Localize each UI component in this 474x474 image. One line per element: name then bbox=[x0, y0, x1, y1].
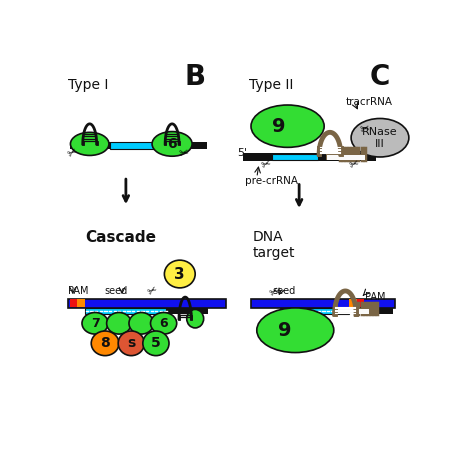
Text: Cascade: Cascade bbox=[85, 230, 156, 245]
Ellipse shape bbox=[71, 132, 109, 155]
Text: pre-crRNA: pre-crRNA bbox=[245, 176, 298, 186]
Ellipse shape bbox=[151, 312, 177, 334]
Text: PAM: PAM bbox=[365, 292, 385, 302]
Text: ✂: ✂ bbox=[178, 147, 189, 159]
FancyBboxPatch shape bbox=[349, 300, 357, 307]
FancyBboxPatch shape bbox=[110, 142, 168, 148]
Text: s: s bbox=[127, 337, 136, 350]
Ellipse shape bbox=[129, 312, 154, 334]
FancyBboxPatch shape bbox=[85, 308, 166, 314]
Ellipse shape bbox=[251, 105, 324, 147]
FancyBboxPatch shape bbox=[272, 154, 319, 160]
Ellipse shape bbox=[187, 310, 204, 328]
Text: 5: 5 bbox=[151, 337, 161, 350]
Text: C: C bbox=[370, 63, 390, 91]
FancyBboxPatch shape bbox=[77, 300, 85, 307]
Ellipse shape bbox=[351, 118, 409, 157]
FancyBboxPatch shape bbox=[337, 308, 368, 314]
Text: Type I: Type I bbox=[68, 78, 109, 92]
FancyBboxPatch shape bbox=[70, 142, 207, 149]
Ellipse shape bbox=[107, 312, 131, 334]
FancyBboxPatch shape bbox=[364, 308, 393, 314]
FancyBboxPatch shape bbox=[357, 300, 364, 307]
Ellipse shape bbox=[91, 331, 119, 356]
Text: 7: 7 bbox=[91, 317, 100, 330]
Ellipse shape bbox=[143, 331, 169, 356]
Text: 9: 9 bbox=[278, 321, 291, 340]
Text: B: B bbox=[184, 63, 206, 91]
Text: 8: 8 bbox=[100, 337, 110, 350]
FancyBboxPatch shape bbox=[70, 300, 77, 307]
Text: 3: 3 bbox=[174, 266, 185, 282]
FancyBboxPatch shape bbox=[280, 308, 349, 314]
Ellipse shape bbox=[152, 132, 192, 156]
FancyBboxPatch shape bbox=[326, 154, 365, 160]
Text: tracrRNA: tracrRNA bbox=[346, 97, 392, 107]
Text: ✂: ✂ bbox=[66, 146, 79, 160]
Text: ✂: ✂ bbox=[146, 284, 159, 298]
FancyBboxPatch shape bbox=[243, 153, 376, 161]
FancyBboxPatch shape bbox=[251, 299, 395, 308]
Ellipse shape bbox=[118, 331, 145, 356]
Text: ✂: ✂ bbox=[359, 124, 370, 136]
FancyBboxPatch shape bbox=[68, 299, 226, 308]
Text: 6: 6 bbox=[167, 137, 177, 151]
Text: seed: seed bbox=[104, 286, 128, 296]
Text: seed: seed bbox=[272, 286, 295, 296]
Text: 5'-: 5'- bbox=[237, 148, 252, 158]
Text: ✂: ✂ bbox=[261, 158, 273, 171]
Ellipse shape bbox=[257, 308, 334, 353]
Ellipse shape bbox=[82, 312, 108, 334]
Text: ✂: ✂ bbox=[348, 158, 361, 171]
Text: PAM: PAM bbox=[68, 286, 89, 296]
Ellipse shape bbox=[164, 260, 195, 288]
Text: 6: 6 bbox=[159, 317, 168, 330]
Text: ✂: ✂ bbox=[268, 286, 281, 299]
FancyBboxPatch shape bbox=[166, 308, 208, 314]
Text: DNA
target: DNA target bbox=[253, 230, 295, 260]
Text: 9: 9 bbox=[272, 117, 285, 136]
Text: RNase
III: RNase III bbox=[362, 127, 398, 148]
Text: Type II: Type II bbox=[249, 78, 293, 92]
